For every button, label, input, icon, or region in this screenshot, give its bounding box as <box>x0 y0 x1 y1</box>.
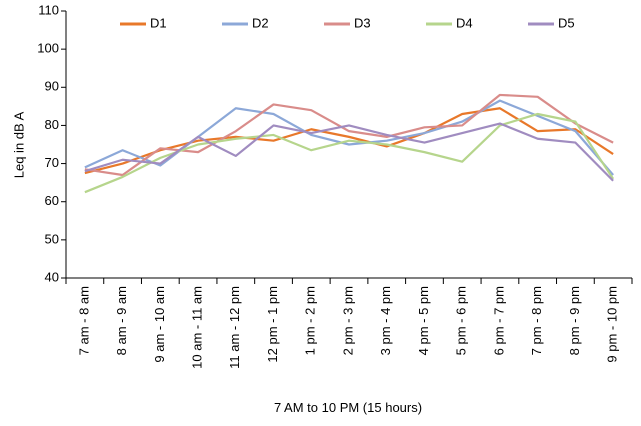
y-tick-label: 90 <box>45 79 59 94</box>
y-tick-label: 70 <box>45 155 59 170</box>
x-tick-label: 1 pm - 2 pm <box>303 286 318 355</box>
x-tick-label: 9 pm - 10 pm <box>605 286 620 363</box>
x-tick-label: 7 am - 8 am <box>76 286 91 355</box>
x-tick-label: 5 pm - 6 pm <box>454 286 469 355</box>
legend-label: D5 <box>558 15 575 30</box>
x-tick-label: 2 pm - 3 pm <box>340 286 355 355</box>
x-tick-label: 8 am - 9 am <box>114 286 129 355</box>
y-axis-title: Leq in dB A <box>11 111 26 178</box>
x-tick-label: 11 am - 12 pm <box>227 286 242 369</box>
series-line <box>84 107 614 175</box>
legend-label: D3 <box>354 15 371 30</box>
x-tick-label: 6 pm - 7 pm <box>491 286 506 355</box>
x-tick-label: 9 am - 10 am <box>152 286 167 363</box>
x-tick-label: 8 pm - 9 pm <box>567 286 582 355</box>
x-tick-label: 7 pm - 8 pm <box>529 286 544 355</box>
legend-label: D1 <box>150 15 167 30</box>
y-tick-label: 110 <box>38 2 59 17</box>
y-tick-label: 40 <box>45 269 59 284</box>
y-tick-label: 100 <box>37 41 59 56</box>
y-tick-label: 80 <box>45 117 59 132</box>
y-tick-label: 60 <box>45 193 59 208</box>
x-tick-label: 12 pm - 1 pm <box>265 286 280 363</box>
x-axis-title: 7 AM to 10 PM (15 hours) <box>274 400 422 415</box>
series-line <box>84 93 614 177</box>
legend-label: D4 <box>456 15 473 30</box>
legend-label: D2 <box>252 15 269 30</box>
y-tick-label: 50 <box>45 231 59 246</box>
x-tick-label: 3 pm - 4 pm <box>378 286 393 355</box>
series-line <box>84 122 614 182</box>
x-tick-label: 4 pm - 5 pm <box>416 286 431 355</box>
x-tick-label: 10 am - 11 am <box>190 286 205 369</box>
